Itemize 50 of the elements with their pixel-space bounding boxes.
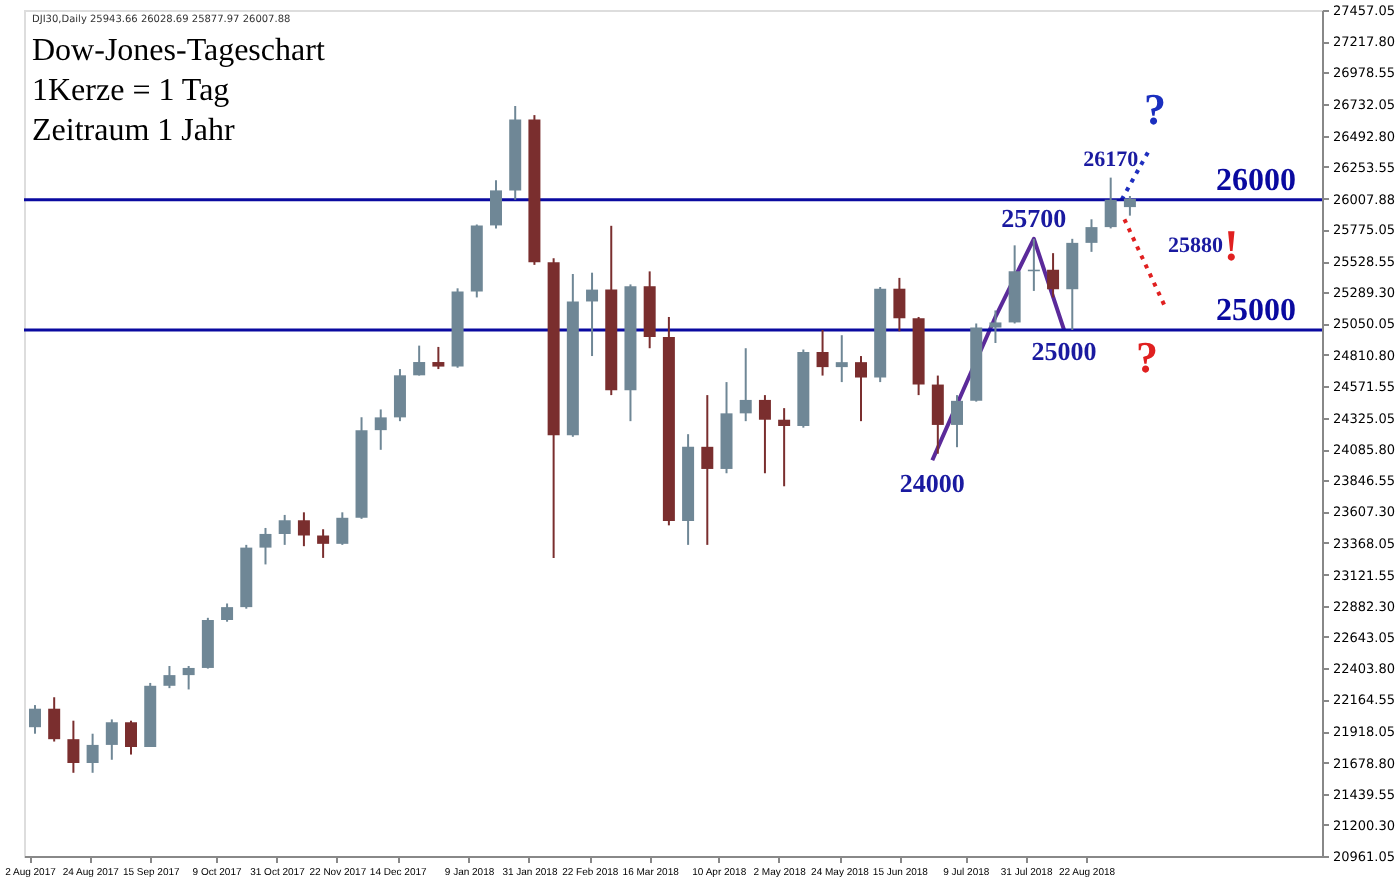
annotation: ! <box>1224 220 1239 270</box>
candlestick <box>374 408 387 451</box>
candlestick <box>778 407 791 488</box>
candlestick <box>28 704 41 735</box>
ref-line-label: 25000 <box>1216 293 1296 328</box>
annotation: ? <box>1144 84 1166 134</box>
candlestick <box>201 616 214 670</box>
candlestick <box>1123 195 1136 217</box>
annotation: Zeitraum 1 Jahr <box>32 114 236 148</box>
candlestick <box>1066 237 1079 331</box>
candlestick <box>816 328 829 377</box>
candlestick <box>1085 218 1098 253</box>
candlestick <box>490 179 502 230</box>
candlestick <box>893 276 906 333</box>
candlestick <box>989 309 1002 345</box>
candlestick <box>297 511 310 548</box>
candlestick <box>317 528 330 559</box>
candlestick <box>951 394 964 449</box>
candlestick <box>835 334 848 384</box>
candlestick <box>1104 176 1117 230</box>
annotation: 25700 <box>1001 202 1067 233</box>
candlestick <box>67 719 80 774</box>
candlestick <box>739 347 752 423</box>
candlestick <box>931 374 944 455</box>
candlestick <box>758 394 771 475</box>
candlestick <box>336 511 349 546</box>
candlestick <box>105 718 118 761</box>
candlestick <box>163 665 176 690</box>
candlestick <box>393 368 406 423</box>
ref-line-label: 26000 <box>1216 163 1296 198</box>
annotation: 25880 <box>1168 234 1224 258</box>
annotation: 25000 <box>1031 335 1097 366</box>
annotation: 24000 <box>899 468 965 499</box>
text: Dow-Jones-Tageschart <box>32 34 326 68</box>
candlestick <box>432 345 445 371</box>
annotation: ? <box>1136 332 1158 382</box>
candlestick <box>586 271 599 358</box>
candlestick <box>1047 252 1060 299</box>
candlestick <box>259 526 272 566</box>
candlestick <box>701 394 714 546</box>
annotation: 26170 <box>1083 147 1140 172</box>
candlestick <box>221 602 234 623</box>
candlestick <box>182 665 195 691</box>
candlestick <box>413 344 426 377</box>
annotation: 1Kerze = 1 Tag <box>32 74 230 108</box>
candlestick <box>48 696 61 743</box>
candlestick <box>278 513 291 546</box>
candlestick <box>125 719 138 756</box>
candlestick <box>854 355 867 423</box>
candlestick <box>86 732 99 774</box>
